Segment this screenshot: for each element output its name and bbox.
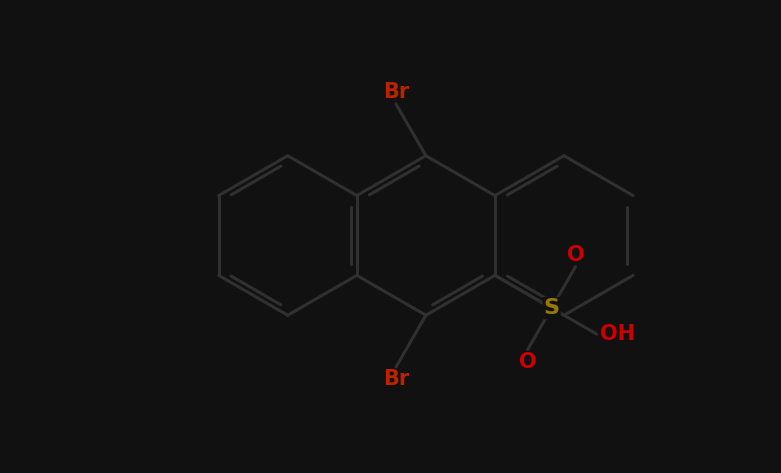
- Text: O: O: [519, 351, 537, 372]
- Text: Br: Br: [383, 82, 409, 102]
- Text: OH: OH: [600, 324, 635, 344]
- Text: S: S: [544, 298, 560, 318]
- Text: Br: Br: [383, 369, 409, 389]
- Text: O: O: [567, 245, 584, 264]
